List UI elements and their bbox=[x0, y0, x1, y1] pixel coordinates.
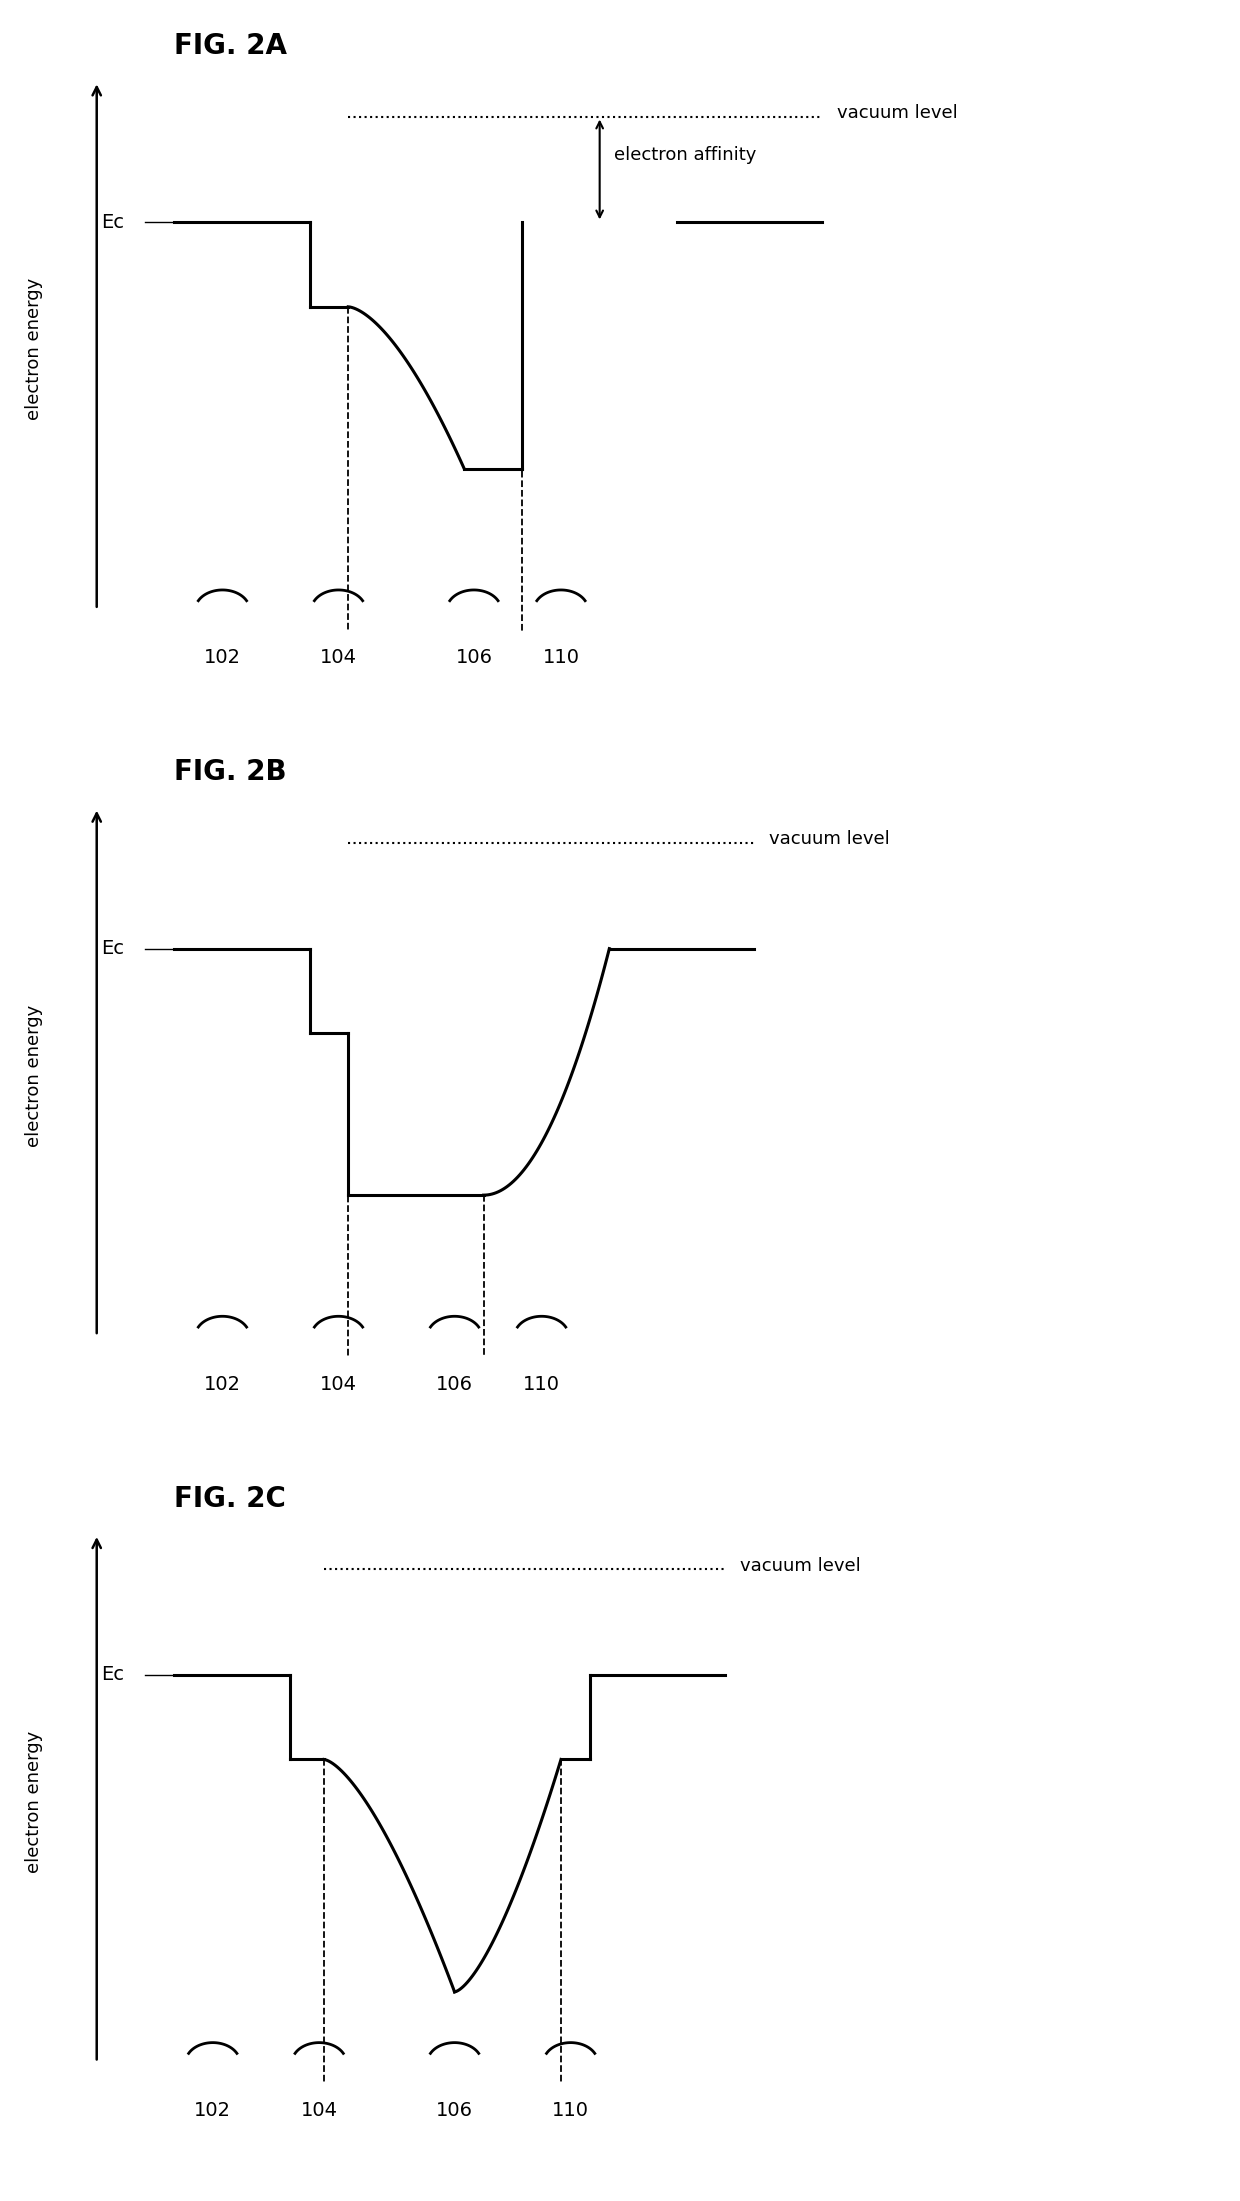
Text: vacuum level: vacuum level bbox=[740, 1556, 861, 1574]
Text: 102: 102 bbox=[203, 649, 241, 667]
Text: FIG. 2B: FIG. 2B bbox=[174, 759, 286, 786]
Text: electron energy: electron energy bbox=[25, 1730, 43, 1873]
Text: 102: 102 bbox=[203, 1376, 241, 1393]
Text: electron affinity: electron affinity bbox=[614, 147, 756, 165]
Text: 110: 110 bbox=[542, 649, 579, 667]
Text: FIG. 2C: FIG. 2C bbox=[174, 1486, 286, 1512]
Text: vacuum level: vacuum level bbox=[837, 103, 957, 121]
Text: 106: 106 bbox=[436, 2102, 474, 2120]
Text: Ec: Ec bbox=[102, 1666, 124, 1684]
Text: 104: 104 bbox=[320, 1376, 357, 1393]
Text: electron energy: electron energy bbox=[25, 277, 43, 420]
Text: 104: 104 bbox=[300, 2102, 337, 2120]
Text: 102: 102 bbox=[195, 2102, 232, 2120]
Text: electron energy: electron energy bbox=[25, 1004, 43, 1147]
Text: 106: 106 bbox=[436, 1376, 474, 1393]
Text: 106: 106 bbox=[455, 649, 492, 667]
Text: Ec: Ec bbox=[102, 213, 124, 231]
Text: 104: 104 bbox=[320, 649, 357, 667]
Text: 110: 110 bbox=[552, 2102, 589, 2120]
Text: FIG. 2A: FIG. 2A bbox=[174, 33, 288, 59]
Text: Ec: Ec bbox=[102, 940, 124, 957]
Text: vacuum level: vacuum level bbox=[769, 830, 889, 847]
Text: 110: 110 bbox=[523, 1376, 560, 1393]
